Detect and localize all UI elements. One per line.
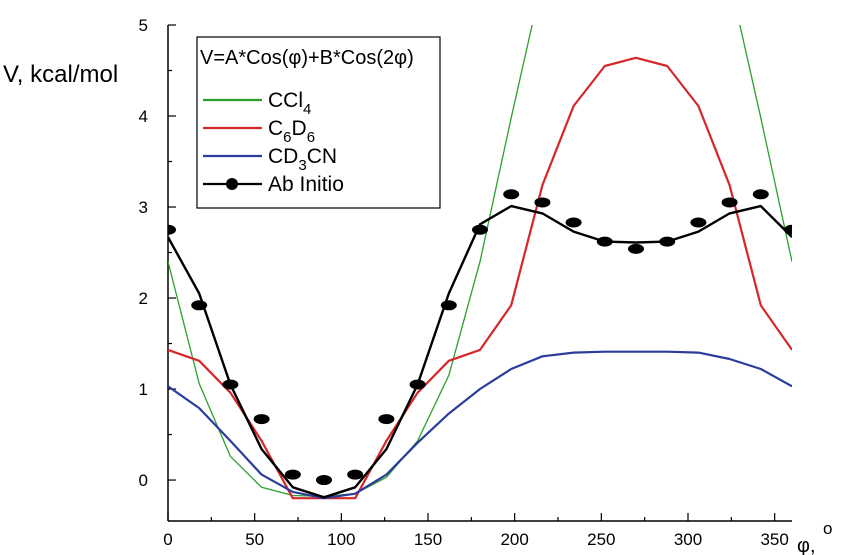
data-point-ab-initio [503, 189, 520, 200]
data-point-ab-initio [409, 379, 426, 390]
legend-text-part: D [292, 117, 307, 140]
legend-box [196, 36, 441, 209]
legend-label-c6d6: C6D6 [268, 117, 315, 146]
data-point-ab-initio [690, 217, 707, 228]
data-point-ab-initio [253, 414, 270, 425]
legend-text-part: C [268, 117, 283, 140]
data-point-ab-initio [168, 224, 176, 235]
legend-text-part: Ab Initio [268, 173, 344, 196]
x-tick-label: 200 [500, 530, 528, 549]
legend-label-cd3cn: CD3CN [268, 145, 337, 174]
legend-marker-ab-initio [226, 178, 238, 190]
y-axis-label: V, kcal/mol [3, 61, 118, 88]
data-point-ab-initio [659, 236, 676, 247]
legend-text-part: 6 [307, 129, 315, 146]
y-tick-label: 2 [139, 289, 148, 308]
data-point-ab-initio [472, 224, 488, 235]
legend-text-part: CD [268, 145, 298, 168]
data-point-ab-initio [534, 197, 551, 208]
legend-text-part: 6 [283, 129, 291, 146]
y-tick-label: 1 [139, 380, 148, 399]
x-axis-label: φ, [797, 535, 816, 555]
data-point-ab-initio [784, 224, 792, 235]
series-line-cd3cn [168, 350, 792, 500]
data-point-ab-initio [222, 379, 239, 390]
data-point-ab-initio [316, 475, 332, 486]
legend-text-part: CCl [268, 89, 303, 112]
series-line-ccl4 [168, 25, 792, 498]
y-tick-label: 4 [139, 107, 148, 126]
data-point-ab-initio [440, 300, 457, 311]
x-tick-label: 0 [163, 530, 172, 549]
x-tick-label: 100 [327, 530, 355, 549]
y-tick-label: 3 [139, 198, 148, 217]
data-point-ab-initio [596, 236, 613, 247]
labels-layer: V, kcal/mol V=A*Cos(φ)+B*Cos(2φ) φ, o [3, 47, 832, 555]
x-tick-label: 350 [760, 530, 788, 549]
data-point-ab-initio [378, 414, 395, 425]
series-fit-line-ab-initio [168, 204, 792, 499]
x-tick-label: 50 [245, 530, 264, 549]
series-layer [168, 25, 792, 500]
x-tick-label: 300 [674, 530, 702, 549]
x-tick-label: 150 [414, 530, 442, 549]
legend-label-ccl4: CCl4 [268, 89, 311, 118]
legend-text-part: 4 [303, 101, 311, 118]
chart-formula: V=A*Cos(φ)+B*Cos(2φ) [200, 47, 414, 69]
data-point-ab-initio [284, 469, 301, 480]
data-point-ab-initio [752, 189, 769, 200]
x-tick-label: 250 [587, 530, 615, 549]
legend-text-part: 3 [298, 157, 306, 174]
data-point-ab-initio [565, 217, 582, 228]
data-point-ab-initio [191, 300, 208, 311]
data-point-ab-initio [628, 243, 644, 254]
y-tick-label: 0 [139, 471, 148, 490]
x-axis-unit: o [823, 519, 832, 538]
y-tick-label: 5 [139, 16, 148, 35]
legend-text-part: CN [307, 145, 337, 168]
data-point-ab-initio [347, 469, 364, 480]
series-line-c6d6 [168, 56, 792, 500]
legend-label-ab-initio: Ab Initio [268, 173, 344, 196]
plot-area [168, 25, 792, 500]
data-point-ab-initio [721, 197, 738, 208]
